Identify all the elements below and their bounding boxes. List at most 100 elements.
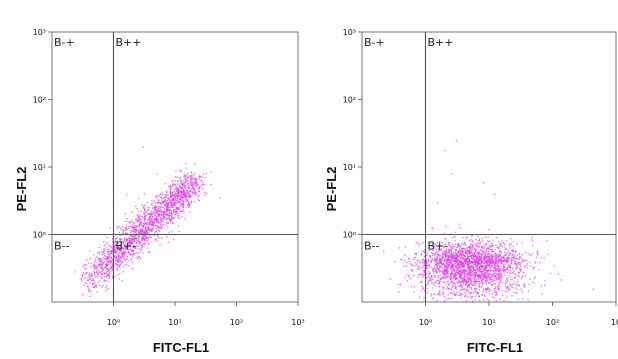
data-point <box>141 244 143 246</box>
data-point <box>176 207 179 209</box>
data-point <box>506 240 508 242</box>
data-point <box>433 254 435 256</box>
data-point <box>179 204 182 206</box>
data-point <box>181 191 183 193</box>
data-point <box>465 283 467 285</box>
data-point <box>469 273 471 275</box>
data-point <box>156 217 158 219</box>
data-point <box>100 257 102 259</box>
data-point <box>448 249 450 252</box>
data-point <box>451 292 453 294</box>
data-point <box>165 205 167 207</box>
data-point <box>133 226 135 229</box>
data-point <box>499 298 502 300</box>
data-point <box>453 274 455 276</box>
data-point <box>497 276 499 278</box>
data-point <box>102 263 104 265</box>
data-point <box>184 196 186 198</box>
quadrant-label: B+- <box>428 240 449 253</box>
data-point <box>131 254 133 256</box>
data-point <box>143 231 145 233</box>
data-point <box>169 187 172 190</box>
data-point <box>458 254 461 257</box>
data-point <box>103 241 105 243</box>
data-point <box>162 216 165 218</box>
data-point <box>202 184 204 186</box>
data-point <box>148 236 150 238</box>
data-point <box>455 249 457 251</box>
data-point <box>469 282 471 284</box>
data-point <box>92 286 94 289</box>
data-point <box>523 286 526 288</box>
data-point <box>105 280 107 282</box>
data-point <box>400 258 402 261</box>
data-point <box>124 258 126 261</box>
data-point <box>478 275 480 278</box>
data-point <box>111 247 113 249</box>
data-point <box>440 261 442 263</box>
data-point <box>143 224 145 226</box>
data-point <box>467 267 469 269</box>
data-point <box>181 191 184 193</box>
data-point <box>453 254 455 257</box>
data-point <box>491 265 493 267</box>
data-point <box>97 267 99 269</box>
data-point <box>446 258 448 260</box>
data-point <box>443 256 445 258</box>
data-point <box>175 207 177 209</box>
data-point <box>469 249 471 251</box>
data-point <box>147 243 149 245</box>
data-point <box>422 270 424 272</box>
data-point <box>428 258 430 261</box>
data-point <box>494 262 497 264</box>
data-point <box>446 251 448 253</box>
data-point <box>140 233 143 235</box>
data-point <box>101 261 103 263</box>
data-point <box>468 273 470 275</box>
data-point <box>428 249 430 252</box>
data-point <box>503 300 505 302</box>
data-point <box>479 282 481 284</box>
data-point <box>507 279 509 282</box>
data-point <box>191 179 193 181</box>
data-point <box>162 197 165 199</box>
data-point <box>493 279 496 281</box>
data-point <box>135 238 137 240</box>
data-point <box>506 252 508 254</box>
data-point <box>109 268 111 270</box>
data-point <box>516 292 518 294</box>
data-point <box>519 263 522 265</box>
data-point <box>126 247 128 249</box>
data-point <box>87 288 90 290</box>
data-point <box>513 280 515 282</box>
data-point <box>138 231 141 233</box>
data-point <box>150 229 152 231</box>
data-point <box>176 187 179 189</box>
data-point <box>108 249 110 251</box>
data-point <box>153 211 155 213</box>
data-point <box>157 233 159 235</box>
data-point <box>491 259 493 261</box>
data-point <box>144 213 146 215</box>
data-point <box>96 269 98 271</box>
data-point <box>441 256 444 259</box>
data-point <box>445 288 447 290</box>
data-point <box>471 273 474 275</box>
data-point <box>487 262 489 264</box>
data-point <box>479 275 481 277</box>
data-point <box>191 182 193 184</box>
data-point <box>203 183 205 186</box>
data-point <box>452 260 454 262</box>
data-point <box>481 245 483 247</box>
data-point <box>156 210 158 212</box>
data-point <box>495 277 497 279</box>
data-point <box>475 291 477 293</box>
data-point <box>173 203 175 205</box>
data-point <box>123 241 125 243</box>
data-point <box>87 262 90 264</box>
data-point <box>108 268 110 271</box>
data-point <box>425 265 428 267</box>
data-point <box>483 273 486 275</box>
data-point <box>95 286 97 289</box>
data-point <box>484 281 486 283</box>
